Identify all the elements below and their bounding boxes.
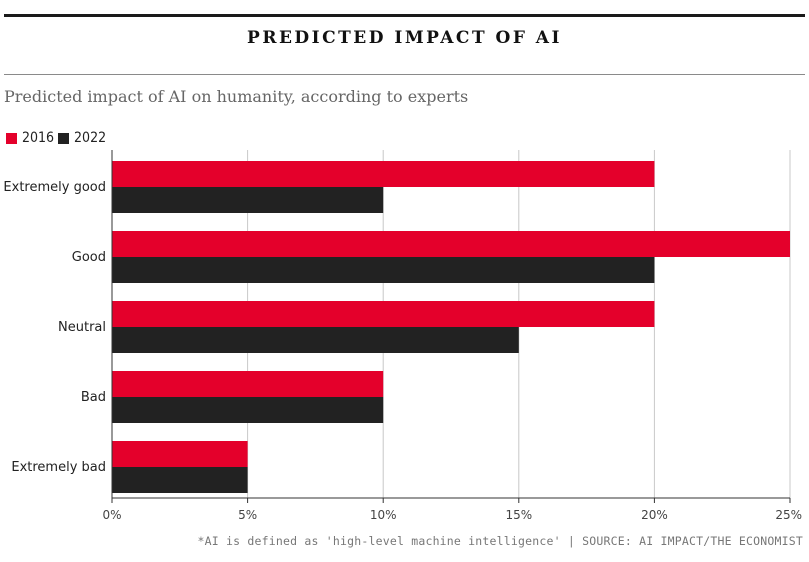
legend-item-2016: 2016 [6, 130, 54, 146]
x-tick-label-10: 10% [370, 508, 397, 522]
bar-extremely-good-2022 [112, 187, 384, 213]
bar-extremely-bad-2016 [112, 441, 248, 467]
category-label-neutral: Neutral [58, 320, 106, 335]
legend-item-2022: 2022 [58, 130, 106, 146]
title-divider [4, 74, 805, 75]
bar-extremely-good-2016 [112, 161, 655, 187]
x-tick-label-15: 15% [505, 508, 532, 522]
chart-subtitle: Predicted impact of AI on humanity, acco… [4, 87, 469, 106]
bar-bad-2022 [112, 397, 384, 423]
legend-swatch-2022 [58, 132, 70, 144]
footnote-source: *AI is defined as 'high-level machine in… [197, 534, 803, 548]
bar-neutral-2022 [112, 327, 519, 353]
bar-good-2016 [112, 231, 790, 257]
top-rule [4, 14, 805, 17]
x-tick-label-25: 25% [775, 508, 802, 522]
category-label-good: Good [72, 250, 106, 265]
category-label-extremely-bad: Extremely bad [11, 460, 106, 475]
bar-extremely-bad-2022 [112, 467, 248, 493]
x-tick-label-0: 0% [102, 508, 121, 522]
legend-label-2022: 2022 [74, 130, 107, 146]
legend-label-2016: 2016 [22, 130, 55, 146]
category-label-extremely-good: Extremely good [3, 180, 106, 195]
chart-title: PREDICTED IMPACT OF AI [247, 28, 562, 48]
bar-good-2022 [112, 257, 655, 283]
bar-neutral-2016 [112, 301, 655, 327]
x-tick-label-5: 5% [238, 508, 257, 522]
legend: 2016 2022 [6, 130, 110, 146]
x-tick-label-20: 20% [641, 508, 668, 522]
category-label-bad: Bad [81, 390, 106, 405]
legend-swatch-2016 [6, 132, 17, 144]
bar-bad-2016 [112, 371, 384, 397]
